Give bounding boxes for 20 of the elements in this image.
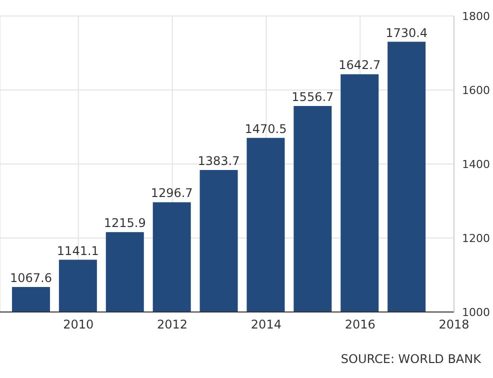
data-label: 1642.7 <box>338 58 381 72</box>
y-tick-label: 1000 <box>462 306 490 319</box>
data-label: 1215.9 <box>104 216 146 230</box>
x-tick-label: 2018 <box>438 318 470 332</box>
data-label: 1141.1 <box>56 244 99 258</box>
x-tick-label: 2010 <box>63 318 94 332</box>
x-tick-label: 2016 <box>344 318 376 332</box>
y-tick-label: 1800 <box>462 10 490 23</box>
y-tick-label: 1600 <box>462 84 490 97</box>
data-label: 1296.7 <box>150 186 193 200</box>
y-tick-label: 1400 <box>462 158 490 171</box>
data-label: 1383.7 <box>198 154 240 168</box>
x-tick-label: 2014 <box>250 318 282 332</box>
source-note: SOURCE: WORLD BANK <box>340 352 481 366</box>
data-label: 1470.5 <box>244 122 287 136</box>
x-tick-label: 2012 <box>157 318 188 332</box>
data-label: 1730.4 <box>386 26 428 40</box>
data-label: 1067.6 <box>10 270 52 285</box>
data-label: 1556.7 <box>292 90 334 104</box>
y-tick-label: 1200 <box>462 232 490 245</box>
